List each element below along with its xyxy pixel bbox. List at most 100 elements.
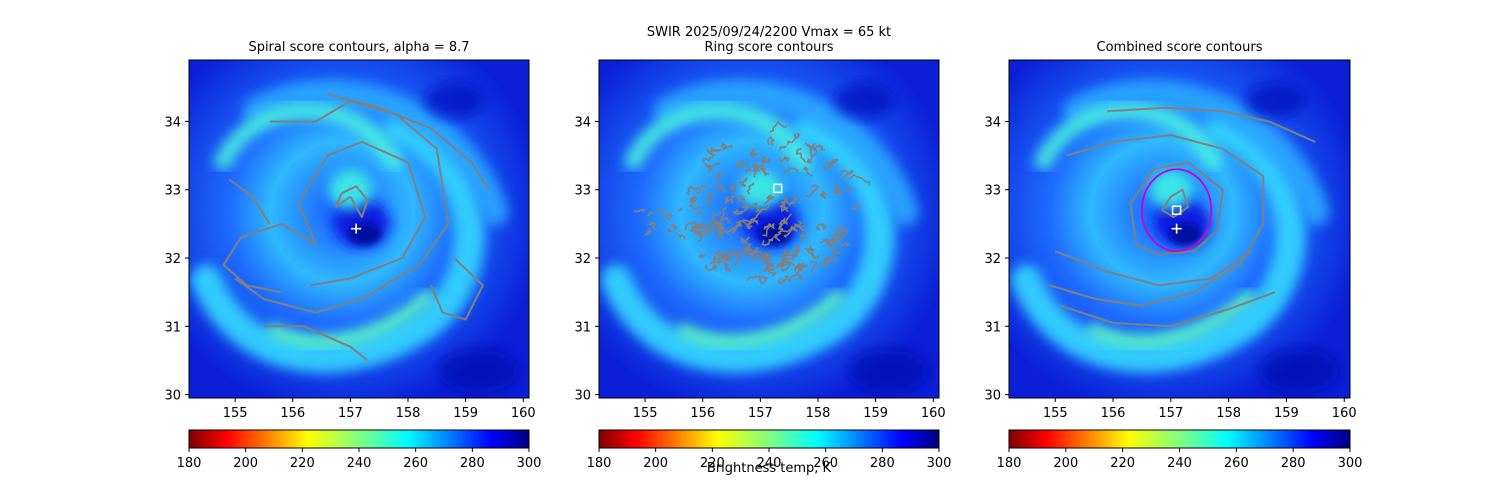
colorbar-tick-label: 220: [700, 456, 725, 471]
contour-line: [670, 223, 678, 231]
y-tick-label: 34: [574, 115, 591, 130]
panel-2: Ring score contours 155 156 157 158 159 160 30 3…: [574, 40, 951, 471]
contour-line: [783, 227, 796, 239]
contour-line: [802, 166, 814, 178]
y-tick-label: 32: [574, 252, 591, 267]
contour-line: [714, 226, 729, 236]
axes-frame: [1008, 59, 1351, 399]
colorbar-tick-label: 180: [587, 456, 612, 471]
x-tick-label: 160: [1332, 406, 1357, 421]
contour-line: [327, 93, 490, 191]
contour-line: [704, 191, 714, 207]
contour-line: [263, 325, 369, 362]
contour-line: [784, 274, 797, 283]
contour-line: [795, 147, 807, 163]
contour-line: [710, 254, 717, 266]
contour-line: [850, 204, 861, 211]
contour-line: [782, 167, 799, 174]
contour-line: [806, 148, 813, 164]
colorbar-tick-label: 220: [290, 456, 315, 471]
panel-title: Spiral score contours, alpha = 8.7: [248, 40, 469, 55]
contour-line: [838, 169, 854, 181]
contour-line: [822, 161, 832, 172]
colorbar-tick-label: 220: [1110, 456, 1135, 471]
contour-line: [234, 100, 450, 314]
x-tick-label: 155: [223, 406, 248, 421]
contour-line: [761, 236, 774, 246]
colorbar-tick-label: 300: [927, 456, 952, 471]
contour-line: [777, 277, 788, 285]
contour-line: [758, 166, 770, 175]
colorbar-tick-label: 280: [870, 456, 895, 471]
contour-line: [764, 194, 775, 205]
contour-line: [645, 226, 652, 235]
panel-title: Combined score contours: [1097, 40, 1263, 55]
contour-line: [724, 263, 731, 272]
contour-line: [726, 249, 737, 256]
contour-line: [777, 219, 786, 231]
contour-line: [714, 182, 727, 193]
contour-line: [664, 213, 673, 221]
contour-line: [828, 243, 838, 255]
center-plus-marker: [1171, 223, 1182, 234]
x-tick-label: 159: [1274, 406, 1299, 421]
contour-line: [775, 262, 785, 269]
contour-line: [847, 173, 871, 186]
panels: Spiral score contours, alpha = 8.7 155 156…: [164, 40, 1362, 471]
contour-line: [707, 162, 721, 173]
contour-line: [711, 211, 722, 220]
contour-line: [769, 120, 788, 133]
figure-suptitle: SWIR 2025/09/24/2200 Vmax = 65 kt: [647, 25, 891, 40]
axes-frame: [188, 59, 530, 399]
colorbar-tick-label: 200: [643, 456, 668, 471]
contour-line: [702, 228, 709, 235]
colorbar: [1009, 430, 1350, 448]
contour-line: [724, 195, 730, 205]
contour-line: [1129, 161, 1224, 256]
contour-line: [766, 265, 775, 272]
y-tick-label: 32: [984, 252, 1001, 267]
y-tick-label: 31: [984, 320, 1001, 335]
center-square-marker: [1171, 205, 1182, 215]
contour-line: [677, 206, 683, 212]
contour-line: [222, 140, 427, 294]
colorbar-tick-label: 260: [1224, 456, 1249, 471]
contour-line: [749, 148, 760, 160]
contour-line: [737, 195, 747, 202]
contour-line: [647, 211, 655, 217]
contour-line: [846, 186, 852, 192]
contour-line: [753, 164, 760, 178]
y-tick-label: 32: [164, 252, 181, 267]
colorbar-tick-label: 260: [813, 456, 838, 471]
contour-line: [743, 162, 752, 174]
colorbar-tick-label: 280: [1281, 456, 1306, 471]
contour-line: [796, 224, 807, 231]
axes-frame: [598, 59, 940, 399]
contour-line: [228, 178, 271, 225]
contour-line: [696, 209, 704, 215]
contour-line: [799, 232, 807, 242]
contour-line: [718, 252, 730, 259]
contour-line: [1060, 291, 1276, 328]
contour-line: [778, 200, 786, 209]
x-tick-label: 160: [921, 406, 946, 421]
contour-line: [649, 220, 658, 232]
contour-line: [716, 230, 726, 241]
contour-line: [746, 275, 767, 282]
x-tick-label: 155: [1043, 406, 1068, 421]
contour-line: [334, 185, 369, 219]
y-tick-label: 33: [984, 184, 1001, 199]
ring-circle: [1141, 168, 1213, 253]
contour-line: [733, 205, 748, 214]
x-tick-label: 156: [1101, 406, 1126, 421]
colorbar-tick-label: 240: [347, 456, 372, 471]
contour-line: [731, 219, 743, 231]
contour-line: [825, 237, 838, 245]
contour-line: [746, 182, 755, 195]
contour-line: [696, 184, 708, 195]
contour-line: [834, 182, 843, 195]
x-tick-label: 158: [396, 406, 421, 421]
colorbar-tick-label: 240: [757, 456, 782, 471]
y-tick-label: 34: [164, 115, 181, 130]
